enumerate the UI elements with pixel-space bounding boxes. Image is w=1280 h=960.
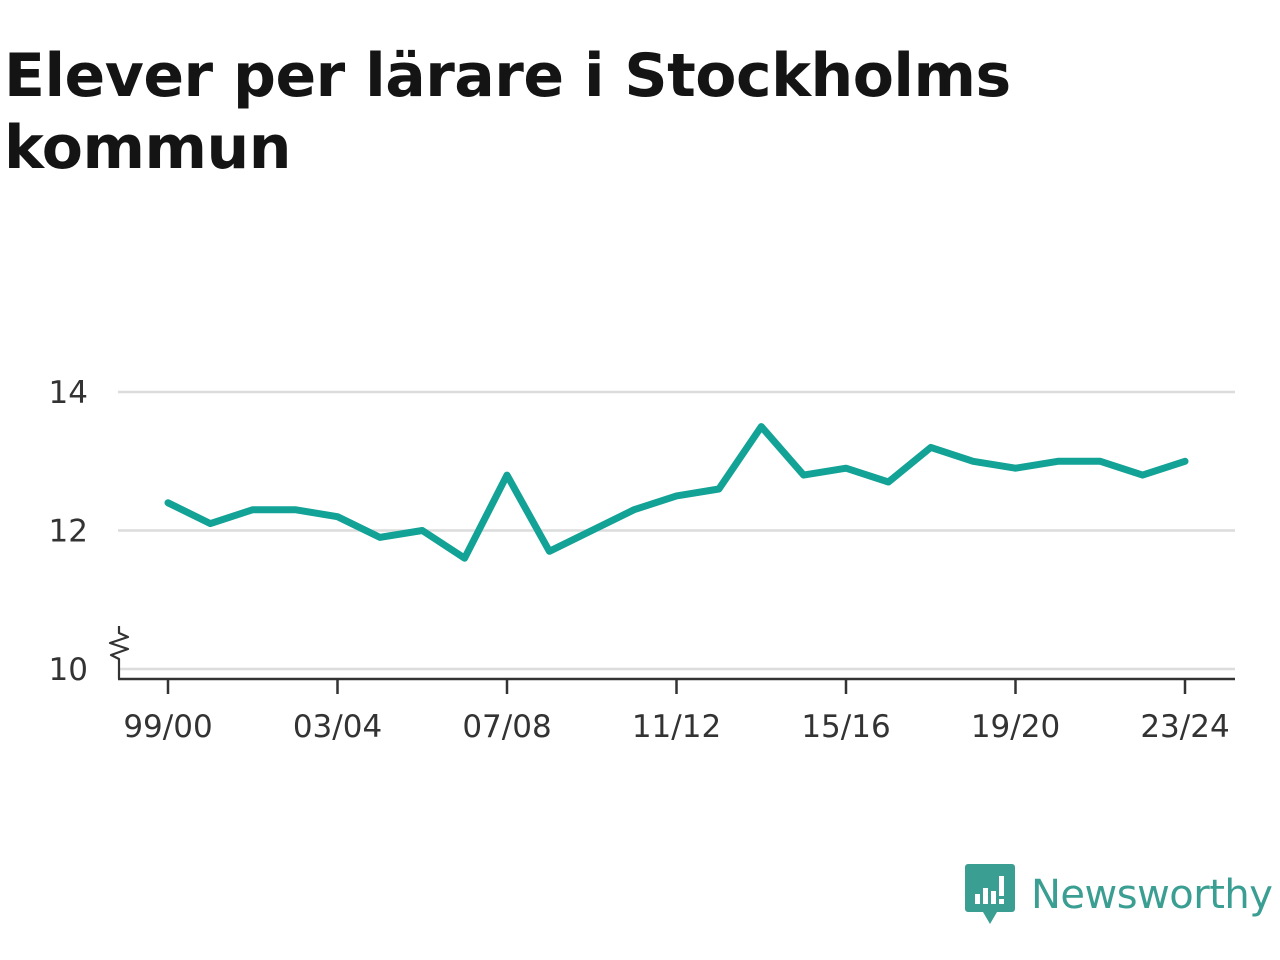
- series-line: [164, 423, 1189, 562]
- x-tick-label: 23/24: [1140, 709, 1229, 745]
- x-tick-label: 99/00: [123, 709, 212, 745]
- y-tick-label: 12: [49, 514, 88, 550]
- y-tick-label: 14: [49, 375, 88, 411]
- brand-logo: Newsworthy: [965, 862, 1277, 928]
- x-tick-label: 19/20: [971, 709, 1060, 745]
- axis-break-mark: [108, 626, 130, 679]
- y-tick-label: 10: [49, 652, 88, 688]
- y-axis-labels: 10 12 14: [49, 375, 88, 688]
- x-tick-label: 07/08: [462, 709, 551, 745]
- brand-name: Newsworthy: [1031, 872, 1273, 918]
- gridlines: [118, 390, 1235, 671]
- x-tick-label: 15/16: [801, 709, 890, 745]
- series-group: [164, 423, 1189, 562]
- newsworthy-logo-icon: [965, 864, 1015, 924]
- chart-title: Elever per lärare i Stockholms kommun: [4, 41, 1011, 183]
- x-tick-label: 11/12: [632, 709, 721, 745]
- x-axis-labels: 99/00 03/04 07/08 11/12 15/16 19/20 23/24: [123, 709, 1229, 745]
- x-axis: [108, 626, 1235, 694]
- x-tick-label: 03/04: [293, 709, 382, 745]
